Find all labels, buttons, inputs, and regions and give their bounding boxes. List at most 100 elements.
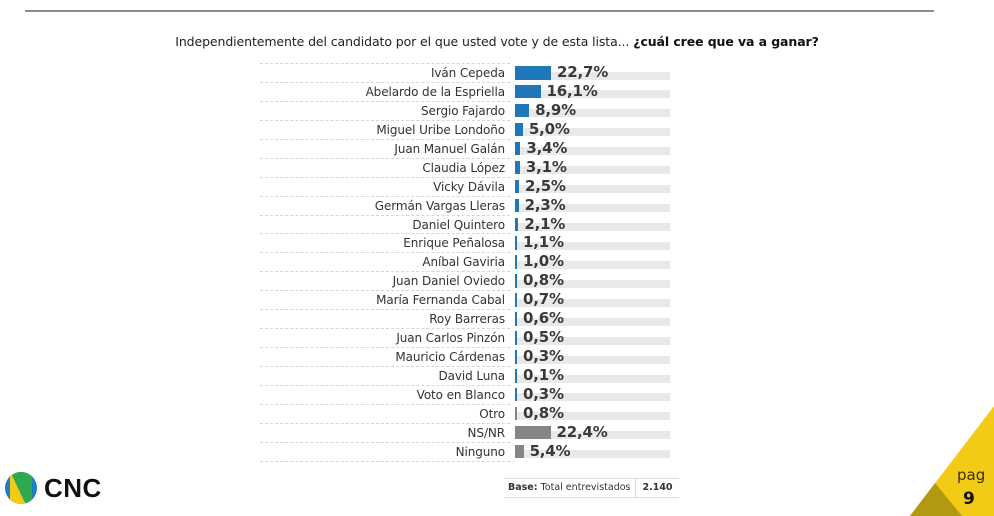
bar xyxy=(515,66,551,80)
bar-value-label: 22,7% xyxy=(557,63,609,81)
row-label: Aníbal Gaviria xyxy=(422,255,505,270)
row-label: Claudia López xyxy=(422,160,505,175)
bar xyxy=(515,141,521,156)
bar-track xyxy=(515,374,670,383)
row-separator xyxy=(260,176,510,178)
row-separator xyxy=(260,328,510,330)
row-separator xyxy=(260,233,510,235)
bar-track xyxy=(515,166,670,175)
top-rule xyxy=(25,10,934,12)
bar xyxy=(515,236,517,250)
bar xyxy=(515,369,517,383)
bar xyxy=(515,274,517,288)
page-label: pag xyxy=(957,466,986,484)
base-text: Total entrevistados xyxy=(540,482,631,493)
row-separator xyxy=(260,157,510,159)
bar-track xyxy=(515,450,670,459)
chart-row: Germán Vargas Lleras 2,3% xyxy=(260,195,680,215)
bar-value-label: 5,4% xyxy=(529,441,571,460)
bar-track xyxy=(515,204,670,213)
chart-row: Claudia López 3,1% xyxy=(260,157,680,177)
chart-row: Sergio Fajardo 8,9% xyxy=(260,100,680,120)
row-label: Ninguno xyxy=(455,444,505,459)
bar-track xyxy=(515,431,670,440)
row-separator xyxy=(260,271,510,273)
chart-row: Vicky Dávila 2,5% xyxy=(260,176,680,196)
bar-track xyxy=(515,317,670,326)
chart-row: Abelardo de la Espriella 16,1% xyxy=(260,81,680,101)
chart-row: Miguel Uribe Londoño 5,0% xyxy=(260,119,680,139)
bar xyxy=(515,198,519,213)
bar-value-label: 2,5% xyxy=(524,176,566,195)
row-separator xyxy=(260,214,510,216)
bar-value-label: 16,1% xyxy=(546,81,598,100)
bar-value-label: 0,7% xyxy=(523,290,564,309)
chart-row: NS/NR 22,4% xyxy=(260,422,680,442)
bar xyxy=(515,387,517,402)
logo-text: CNC xyxy=(44,472,102,503)
row-separator xyxy=(260,403,510,405)
bar xyxy=(515,425,551,440)
chart-row: Voto en Blanco 0,3% xyxy=(260,384,680,404)
row-separator xyxy=(260,309,510,311)
bar-value-label: 22,4% xyxy=(556,422,608,441)
page-corner-decoration xyxy=(910,406,994,516)
base-bold: Base: xyxy=(508,482,538,493)
bar-value-label: 0,8% xyxy=(523,271,564,290)
bar-value-label: 2,1% xyxy=(524,214,566,233)
row-separator xyxy=(260,81,510,83)
row-label: David Luna xyxy=(438,369,505,383)
chart-row: Mauricio Cárdenas 0,3% xyxy=(260,347,680,366)
chart-row: Juan Carlos Pinzón 0,5% xyxy=(260,328,680,347)
bar-track xyxy=(515,336,670,345)
bar-track xyxy=(515,90,670,99)
row-label: Juan Daniel Oviedo xyxy=(392,274,506,289)
question-title: Independientemente del candidato por el … xyxy=(0,34,994,49)
chart-row: Roy Barreras 0,6% xyxy=(260,309,680,328)
bar xyxy=(515,255,517,269)
base-footer: Base: Total entrevistados 2.140 xyxy=(504,478,679,498)
bar-value-label: 5,0% xyxy=(528,119,570,138)
row-separator xyxy=(260,195,510,197)
cnc-logo-icon xyxy=(5,472,37,504)
row-label: Sergio Fajardo xyxy=(421,103,505,118)
chart-row: Juan Manuel Galán 3,4% xyxy=(260,138,680,158)
bar xyxy=(515,406,517,421)
chart-row: David Luna 0,1% xyxy=(260,366,680,385)
row-label: Otro xyxy=(479,406,505,421)
row-label: Vicky Dávila xyxy=(433,179,505,194)
row-label: María Fernanda Cabal xyxy=(376,293,505,308)
row-label: Mauricio Cárdenas xyxy=(395,350,505,365)
bar-chart: Iván Cepeda 22,7% Abelardo de la Espriella… xyxy=(260,63,680,462)
bar xyxy=(515,179,519,194)
row-separator xyxy=(260,119,510,121)
bar xyxy=(515,122,523,137)
bar xyxy=(515,84,541,99)
bar xyxy=(515,350,517,364)
row-label: Juan Carlos Pinzón xyxy=(396,331,505,346)
bar-track xyxy=(515,241,670,250)
chart-row: Enrique Peñalosa 1,1% xyxy=(260,233,680,252)
bar-value-label: 0,3% xyxy=(523,384,564,403)
row-separator xyxy=(260,100,510,102)
bar-track xyxy=(515,260,670,269)
row-label: Juan Manuel Galán xyxy=(394,141,505,156)
bar-track xyxy=(515,279,670,288)
question-emphasis: ¿cuál cree que va a ganar? xyxy=(633,34,819,49)
bar-track xyxy=(515,71,670,80)
bar-track xyxy=(515,393,670,402)
bar xyxy=(515,293,517,307)
bar-track xyxy=(515,412,670,421)
bar xyxy=(515,331,517,345)
bar-value-label: 3,1% xyxy=(525,157,567,176)
row-separator xyxy=(260,460,510,462)
row-separator xyxy=(260,252,510,254)
bar-value-label: 1,1% xyxy=(523,233,564,252)
bar-track xyxy=(515,147,670,156)
bar-track xyxy=(515,223,670,231)
bar-track xyxy=(515,298,670,307)
bar-value-label: 0,3% xyxy=(523,347,564,366)
chart-row: Daniel Quintero 2,1% xyxy=(260,214,680,234)
bar-value-label: 0,5% xyxy=(523,328,564,347)
page-number: 9 xyxy=(963,489,975,509)
